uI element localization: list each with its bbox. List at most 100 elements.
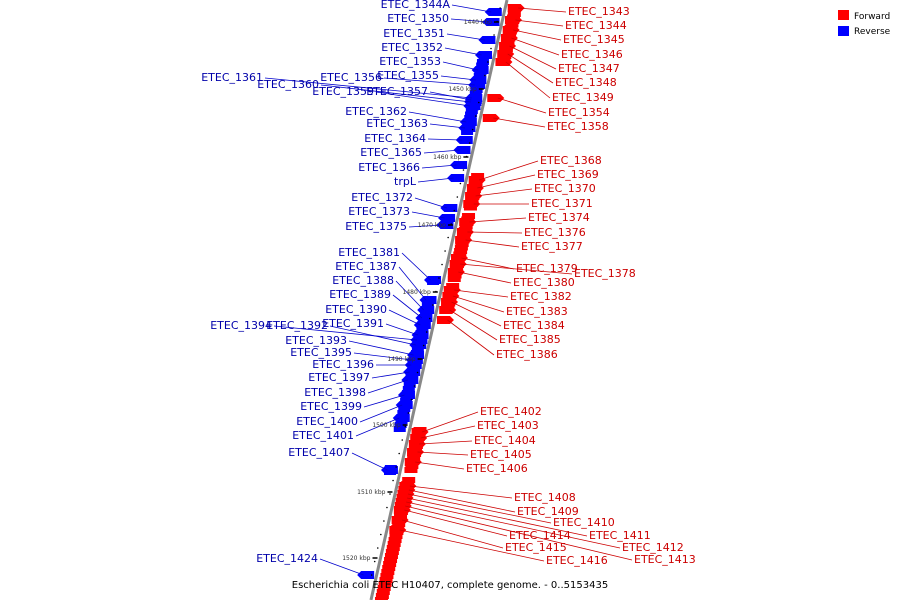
scale-minor-tick: [444, 250, 446, 252]
reverse-gene-feature: [436, 221, 454, 229]
forward-leader-line: [509, 45, 557, 70]
reverse-gene-label: ETEC_1351: [383, 27, 445, 40]
forward-gene-feature: [504, 16, 522, 24]
reverse-gene-feature: [453, 146, 471, 154]
forward-gene-label: ETEC_1347: [558, 62, 620, 75]
forward-gene-label: ETEC_1405: [470, 448, 532, 461]
reverse-gene-label: trpL: [394, 175, 417, 188]
scale-minor-tick: [425, 331, 428, 333]
forward-leader-line: [417, 451, 469, 456]
legend-reverse-swatch: [838, 26, 849, 36]
reverse-gene-feature: [478, 36, 496, 44]
reverse-gene-label: ETEC_1389: [329, 288, 391, 301]
reverse-leader-line: [408, 111, 467, 123]
scale-minor-tick: [380, 533, 382, 536]
forward-gene-feature: [487, 94, 505, 102]
forward-leader-line: [421, 411, 479, 433]
scale-minor-tick: [398, 452, 400, 455]
reverse-leader-line: [353, 352, 413, 361]
reverse-gene-label: ETEC_1353: [379, 55, 441, 68]
forward-gene-feature: [465, 192, 483, 200]
forward-leader-line: [460, 263, 573, 275]
scale-minor-tick: [441, 263, 443, 266]
forward-gene-feature: [507, 11, 521, 17]
scale-minor-tick: [496, 20, 498, 23]
reverse-gene-label: ETEC_1392: [266, 319, 328, 332]
forward-gene-label: ETEC_1368: [540, 154, 602, 167]
scale-minor-tick: [468, 142, 471, 144]
forward-gene-feature: [459, 223, 473, 230]
forward-gene-label: ETEC_1378: [574, 267, 636, 280]
reverse-leader-line: [329, 325, 416, 346]
forward-gene-feature: [459, 218, 477, 226]
reverse-leader-line: [450, 18, 490, 23]
forward-gene-feature: [376, 589, 390, 595]
reverse-gene-feature: [450, 161, 468, 169]
forward-gene-label: ETEC_1371: [531, 197, 593, 210]
forward-gene-label: ETEC_1416: [546, 554, 608, 567]
scale-minor-tick: [465, 155, 468, 158]
scale-minor-tick: [383, 520, 385, 522]
forward-gene-feature: [389, 533, 403, 539]
reverse-gene-label: ETEC_1364: [364, 132, 426, 145]
forward-gene-label: ETEC_1385: [499, 333, 561, 346]
forward-gene-feature: [387, 541, 401, 547]
forward-gene-feature: [482, 114, 500, 122]
forward-leader-line: [493, 117, 546, 128]
reverse-gene-label: ETEC_1390: [325, 303, 387, 316]
reverse-leader-line: [363, 394, 405, 408]
reverse-leader-line: [398, 266, 427, 301]
scale-ticks: 1440 kbp 1450 kbp 1460 kbp 1470 kbp 1480 kbp…: [342, 7, 501, 576]
scale-minor-tick: [447, 236, 449, 239]
scale-minor-tick: [474, 115, 477, 117]
reverse-gene-label: ETEC_1359: [312, 85, 374, 98]
reverse-gene-label: ETEC_1363: [366, 117, 428, 130]
forward-gene-feature: [468, 176, 486, 184]
reverse-leader-line: [273, 325, 417, 341]
reverse-gene-feature: [458, 124, 476, 132]
scale-minor-tick: [419, 358, 422, 360]
scale-tick-label: 1490 kbp: [387, 356, 415, 363]
scale-minor-tick: [370, 574, 373, 576]
scale-minor-tick: [487, 61, 489, 63]
reverse-leader-line: [401, 252, 431, 281]
forward-gene-feature: [385, 549, 399, 555]
reverse-leader-line: [319, 558, 364, 576]
reverse-gene-feature: [397, 410, 410, 416]
reverse-gene-feature: [470, 87, 483, 93]
reverse-gene-label: ETEC_1393: [285, 334, 347, 347]
forward-gene-label: ETEC_1379: [516, 262, 578, 275]
reverse-leader-line: [440, 75, 476, 81]
reverse-gene-label: ETEC_1373: [348, 205, 410, 218]
reverse-gene-feature: [394, 422, 407, 428]
forward-leader-line: [461, 257, 515, 270]
forward-gene-label: ETEC_1410: [553, 516, 615, 529]
reverse-gene-label: ETEC_1399: [300, 400, 362, 413]
forward-leader-line: [479, 160, 539, 181]
forward-leader-line: [420, 425, 476, 439]
forward-gene-feature: [391, 516, 409, 524]
legend-forward-swatch: [838, 10, 849, 20]
reverse-gene-label: ETEC_1381: [338, 246, 400, 259]
forward-leader-line: [404, 509, 508, 537]
reverse-gene-label: ETEC_1350: [387, 12, 449, 25]
scale-minor-tick: [376, 547, 379, 549]
scale-minor-tick: [471, 128, 474, 131]
scale-minor-tick: [428, 317, 431, 320]
scale-minor-tick: [416, 371, 419, 374]
reverse-gene-feature: [421, 302, 434, 308]
scale-minor-tick: [395, 466, 397, 468]
reverse-gene-feature: [438, 214, 456, 222]
reverse-leader-line: [442, 61, 479, 71]
forward-gene-feature: [447, 276, 461, 282]
forward-leader-line: [475, 188, 533, 197]
forward-gene-feature: [378, 581, 392, 587]
reverse-gene-feature: [471, 66, 489, 74]
reverse-gene-feature: [397, 391, 415, 399]
reverse-gene-feature: [357, 571, 375, 579]
reverse-gene-feature: [402, 386, 415, 392]
reverse-gene-feature: [409, 341, 427, 349]
reverse-gene-label: ETEC_1360: [257, 78, 319, 91]
reverse-gene-feature: [455, 136, 473, 144]
